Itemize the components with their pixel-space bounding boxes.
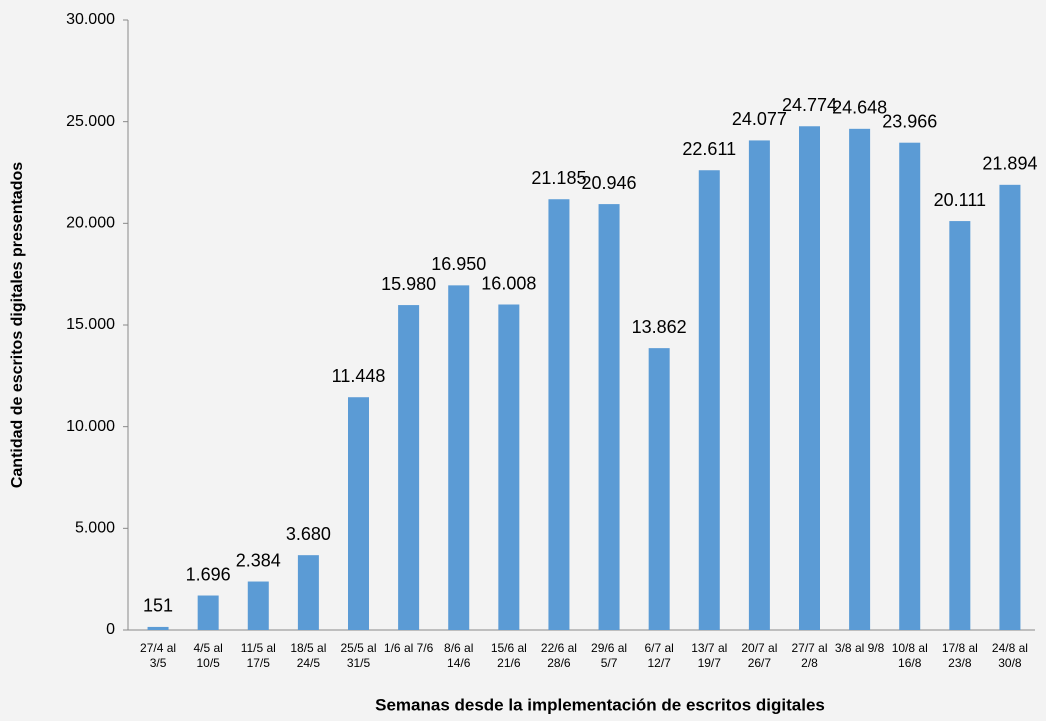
value-label: 1.696 bbox=[186, 564, 231, 584]
x-tick-label: 27/4 al 3/5 bbox=[140, 641, 177, 670]
value-label: 16.008 bbox=[481, 273, 536, 293]
x-axis-label: Semanas desde la implementación de escri… bbox=[375, 695, 825, 714]
value-label: 151 bbox=[143, 596, 173, 616]
bar bbox=[748, 140, 770, 630]
value-label: 24.774 bbox=[782, 95, 837, 115]
bar bbox=[849, 128, 871, 630]
x-tick-label: 20/7 al 26/7 bbox=[741, 641, 778, 670]
x-tick-label: 1/6 al 7/6 bbox=[383, 641, 434, 655]
value-label: 2.384 bbox=[236, 550, 281, 570]
value-label: 11.448 bbox=[332, 366, 386, 386]
bar bbox=[498, 304, 520, 630]
x-tick-label: 17/8 al 23/8 bbox=[941, 641, 978, 670]
y-tick-label: 25.000 bbox=[66, 113, 115, 130]
x-tick-label: 22/6 al 28/6 bbox=[540, 641, 577, 670]
bar bbox=[448, 285, 470, 630]
y-tick-label: 5.000 bbox=[75, 520, 115, 537]
x-tick-label: 18/5 al 24/5 bbox=[290, 641, 327, 670]
value-label: 16.950 bbox=[431, 254, 486, 274]
x-tick-label: 27/7 al 2/8 bbox=[791, 641, 828, 670]
value-label: 20.946 bbox=[582, 173, 637, 193]
value-label: 21.185 bbox=[531, 168, 586, 188]
value-label: 24.077 bbox=[732, 109, 787, 129]
x-tick-label: 11/5 al 17/5 bbox=[240, 641, 276, 670]
bar bbox=[247, 581, 269, 630]
value-label: 24.648 bbox=[832, 98, 887, 118]
bar bbox=[297, 555, 319, 630]
y-tick-label: 20.000 bbox=[66, 215, 115, 232]
y-tick-label: 15.000 bbox=[66, 316, 115, 333]
x-tick-label: 24/8 al 30/8 bbox=[991, 641, 1028, 670]
bar bbox=[598, 204, 620, 630]
bar bbox=[648, 348, 670, 630]
value-label: 3.680 bbox=[286, 524, 331, 544]
y-tick-label: 30.000 bbox=[66, 11, 115, 28]
x-tick-label: 8/6 al 14/6 bbox=[444, 641, 474, 670]
y-tick-label: 10.000 bbox=[66, 418, 115, 435]
value-label: 20.111 bbox=[934, 190, 986, 210]
bar bbox=[949, 221, 971, 630]
value-label: 15.980 bbox=[381, 274, 436, 294]
value-label: 22.611 bbox=[682, 139, 736, 159]
x-tick-label: 29/6 al 5/7 bbox=[591, 641, 628, 670]
bar bbox=[548, 199, 570, 630]
bar bbox=[799, 126, 820, 631]
bar bbox=[147, 626, 169, 630]
bar bbox=[698, 170, 720, 631]
value-label: 21.894 bbox=[982, 154, 1037, 174]
value-label: 23.966 bbox=[882, 111, 937, 131]
y-axis-label: Cantidad de escritos digitales presentad… bbox=[9, 162, 26, 488]
x-tick-label: 15/6 al 21/6 bbox=[490, 641, 527, 670]
bar bbox=[197, 595, 219, 630]
bar bbox=[899, 142, 921, 630]
bar bbox=[999, 184, 1021, 630]
value-label: 13.862 bbox=[632, 317, 687, 337]
y-tick-label: 0 bbox=[106, 621, 115, 638]
x-tick-label: 4/5 al 10/5 bbox=[193, 641, 223, 670]
bar bbox=[398, 305, 420, 630]
bar bbox=[348, 397, 369, 630]
x-tick-label: 25/5 al 31/5 bbox=[340, 641, 377, 670]
x-tick-label: 6/7 al 12/7 bbox=[644, 641, 674, 670]
x-tick-label: 10/8 al 16/8 bbox=[891, 641, 928, 670]
x-tick-label: 3/8 al 9/8 bbox=[834, 641, 885, 655]
x-tick-label: 13/7 al 19/7 bbox=[691, 641, 728, 670]
